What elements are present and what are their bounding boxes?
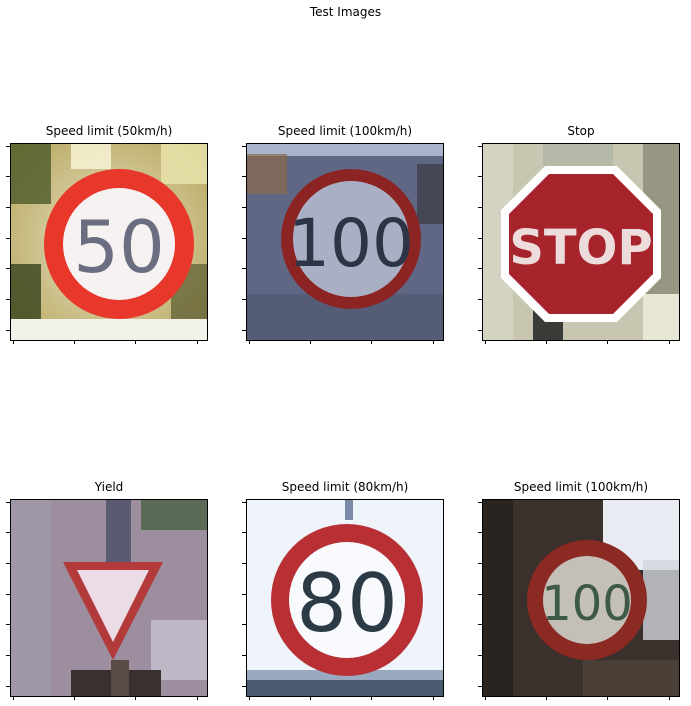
image-frame-1: 50 xyxy=(6,143,208,344)
sign-text-3: STOP xyxy=(509,220,652,276)
sign-text-1: 50 xyxy=(73,205,165,289)
panel-title-5: Speed limit (80km/h) xyxy=(281,480,409,494)
speed-limit-80-sign-image: 80 xyxy=(247,500,443,696)
image-frame-2: 100 xyxy=(242,143,444,344)
panel-title-4: Yield xyxy=(94,480,124,494)
sign-text-6: 100 xyxy=(541,576,633,632)
panel-title-6: Speed limit (100km/h) xyxy=(513,480,649,494)
speed-limit-50-sign-image: 50 xyxy=(11,144,207,340)
figure-title: Test Images xyxy=(309,5,382,19)
image-frame-5: 80 xyxy=(242,499,444,700)
speed-limit-100-sign-image-dark: 100 xyxy=(483,500,679,696)
speed-limit-100-sign-image: 100 xyxy=(247,144,443,340)
sign-text-2: 100 xyxy=(288,205,414,282)
panel-title-3: Stop xyxy=(567,124,595,138)
yield-sign-image xyxy=(11,500,207,696)
image-frame-3: STOP xyxy=(478,143,680,344)
panel-title-1: Speed limit (50km/h) xyxy=(45,124,173,138)
sign-text-5: 80 xyxy=(296,557,398,650)
image-frame-4 xyxy=(6,499,208,700)
image-frame-6: 100 xyxy=(478,499,680,700)
stop-sign-image: STOP xyxy=(483,144,679,340)
panel-title-2: Speed limit (100km/h) xyxy=(277,124,413,138)
